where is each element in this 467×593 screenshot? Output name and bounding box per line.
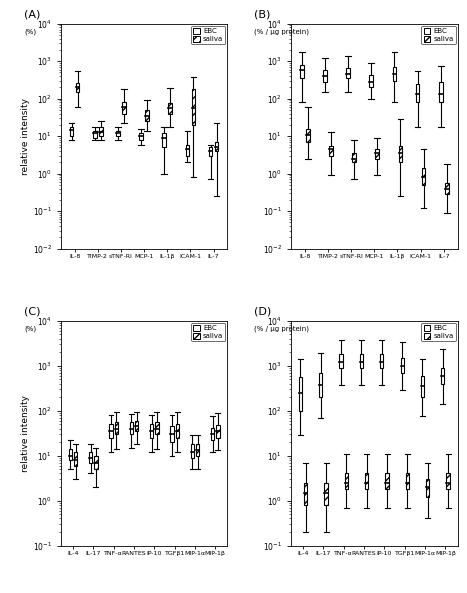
Bar [109,424,113,438]
Bar [209,148,212,156]
Bar [319,373,322,397]
Text: (%): (%) [24,325,36,331]
Legend: EBC, saliva: EBC, saliva [421,26,456,44]
Bar [340,354,343,368]
Bar [323,69,327,82]
Bar [69,449,72,460]
Bar [306,129,310,142]
Bar [130,422,133,434]
Bar [399,146,402,162]
Bar [150,424,153,438]
Bar [122,103,126,114]
Bar [94,455,98,469]
Bar [216,425,219,438]
Bar [445,183,449,195]
Bar [416,84,419,103]
Text: (% / µg protein): (% / µg protein) [254,325,309,331]
Bar [169,103,172,114]
Y-axis label: relative intensity: relative intensity [21,98,30,175]
Bar [325,483,328,505]
Bar [422,168,425,185]
Bar [116,130,120,136]
Bar [421,376,424,397]
Bar [360,354,363,368]
Bar [185,145,189,156]
Bar [176,424,179,438]
Bar [191,444,194,458]
Bar [89,452,92,463]
Bar [380,354,383,368]
Bar [93,130,97,138]
Bar [211,428,214,440]
Bar [145,110,149,121]
Bar [352,153,356,162]
Bar [406,473,409,489]
Bar [99,127,103,136]
Bar [369,75,373,87]
Bar [163,133,166,148]
Bar [299,377,302,410]
Text: (C): (C) [24,306,41,316]
Bar [441,368,445,384]
Legend: EBC, saliva: EBC, saliva [191,323,226,341]
Bar [76,83,79,92]
Text: (B): (B) [254,9,270,19]
Text: (A): (A) [24,9,40,19]
Bar [375,149,379,159]
Bar [135,420,138,431]
Bar [426,479,429,497]
Text: (D): (D) [254,306,271,316]
Bar [74,452,77,466]
Bar [446,473,450,489]
Bar [300,65,304,78]
Bar [439,82,443,103]
Bar [170,426,174,442]
Bar [215,142,219,151]
Bar [393,68,396,81]
Bar [329,146,333,156]
Bar [346,68,350,78]
Bar [196,444,199,455]
Legend: EBC, saliva: EBC, saliva [421,323,456,341]
Text: (%): (%) [24,28,36,35]
Bar [365,473,368,489]
Y-axis label: relative intensity: relative intensity [21,394,30,471]
Bar [191,89,195,125]
Bar [345,473,348,489]
Bar [401,358,404,372]
Bar [139,133,143,140]
Bar [156,422,158,434]
Bar [114,422,118,434]
Bar [304,483,307,505]
Legend: EBC, saliva: EBC, saliva [191,26,226,44]
Text: (% / µg protein): (% / µg protein) [254,28,309,35]
Bar [385,473,389,489]
Bar [70,127,73,136]
